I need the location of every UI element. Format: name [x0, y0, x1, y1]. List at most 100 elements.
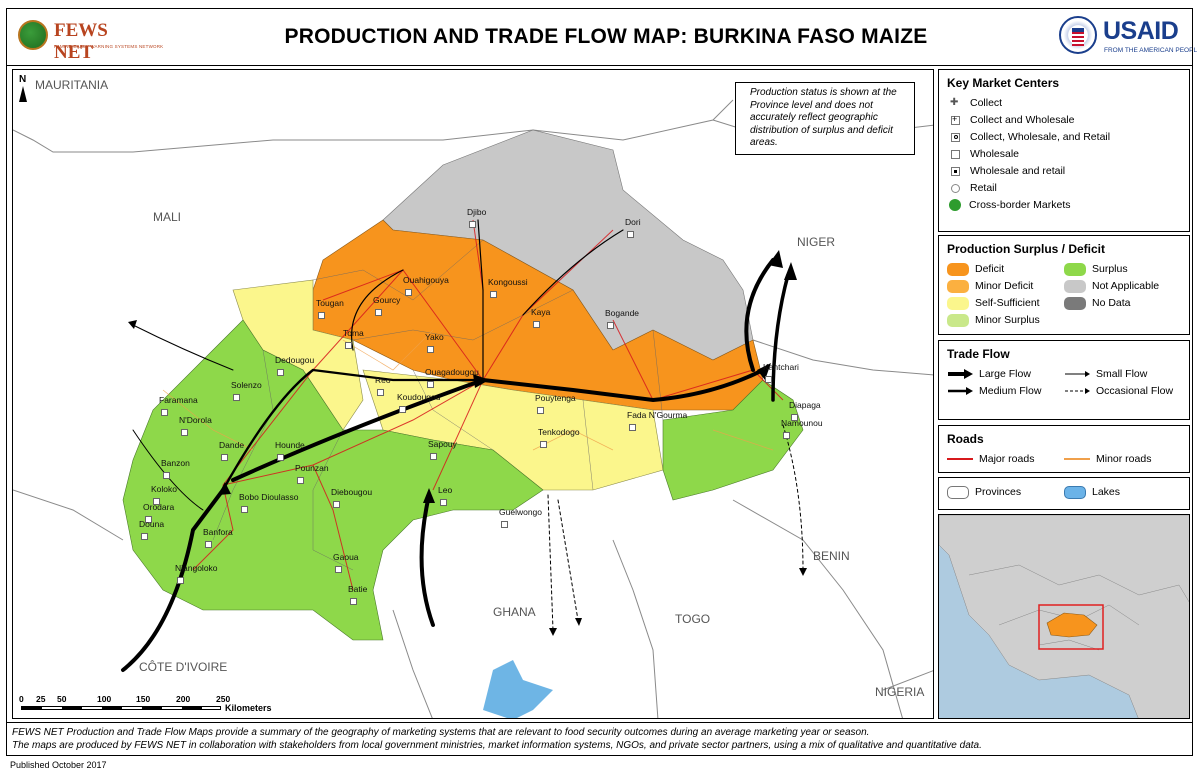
legend-collect-wholesale-retail: Collect, Wholesale, and Retail: [947, 129, 1181, 146]
market-label: Yako: [425, 332, 444, 342]
legend-provinces: Provinces: [947, 484, 1064, 501]
wholesale-icon: [951, 149, 960, 159]
country-label-benin: BENIN: [813, 549, 850, 563]
main-map: MAURITANIA MALI NIGER BENIN TOGO GHANA C…: [12, 69, 934, 719]
market-label: Diapaga: [789, 400, 821, 410]
market-label: Kongoussi: [488, 277, 528, 287]
market-label: Orodara: [143, 502, 175, 512]
market-label: Pounzan: [295, 463, 329, 473]
legend-wholesale-retail-label: Wholesale and retail: [970, 165, 1066, 177]
flow-occasional-ghana: [547, 494, 554, 631]
legend-retail-label: Retail: [970, 182, 997, 194]
north-arrow-icon: [19, 86, 27, 102]
legend-no-data: No Data: [1064, 295, 1181, 312]
country-borders: [13, 99, 933, 718]
flow-large-niger: [744, 258, 775, 372]
market-marker-14: [233, 394, 240, 401]
legend-minor-surplus-label: Minor Surplus: [975, 314, 1040, 326]
legend-market-centers: Key Market Centers Collect + Collect and …: [938, 69, 1190, 232]
legend-not-applicable-label: Not Applicable: [1092, 280, 1160, 292]
legend-collect-wholesale-label: Collect and Wholesale: [970, 114, 1075, 126]
legend-lakes: Lakes: [1064, 484, 1181, 501]
inset-locator-map: [938, 514, 1190, 719]
market-marker-19: [783, 432, 790, 439]
market-marker-10: [277, 369, 284, 376]
flow-small-ouahigouya: [351, 269, 404, 351]
scale-tick-25: 25: [36, 694, 46, 704]
market-marker-37: [335, 566, 342, 573]
market-label: Tougan: [316, 298, 344, 308]
medium-flow-icon: [948, 387, 973, 396]
market-label: Solenzo: [231, 380, 262, 390]
large-flow-icon: [948, 369, 973, 380]
legend-occasional-flow-label: Occasional Flow: [1096, 385, 1174, 397]
flow-medium-koudougou: [311, 368, 485, 382]
country-label-mali: MALI: [153, 210, 182, 224]
market-label: N'Dorola: [179, 415, 212, 425]
market-label: Banzon: [161, 458, 190, 468]
market-marker-33: [501, 521, 508, 528]
legend-boundaries: Provinces Lakes: [938, 477, 1190, 510]
legend-medium-flow-label: Medium Flow: [979, 385, 1042, 397]
market-marker-18: [791, 414, 798, 421]
market-label: Banfora: [203, 527, 233, 537]
market-marker-23: [277, 454, 284, 461]
inset-extent-box: [1038, 604, 1104, 650]
collect-wholesale-icon: +: [951, 114, 960, 125]
published-date: Published October 2017: [10, 760, 107, 770]
market-label: Faramana: [159, 395, 198, 405]
market-marker-3: [490, 291, 497, 298]
market-marker-0: [469, 221, 476, 228]
legend-major-roads: Major roads: [947, 451, 1064, 468]
legend-large-flow-label: Large Flow: [979, 368, 1031, 380]
market-label: Leo: [438, 485, 453, 495]
usaid-name: USAID: [1103, 17, 1179, 45]
legend-major-roads-label: Major roads: [979, 453, 1035, 465]
flow-small-djibo: [477, 219, 484, 291]
legend-large-flow: Large Flow: [947, 366, 1064, 383]
market-label: Douna: [139, 519, 165, 529]
legend-wholesale-label: Wholesale: [970, 148, 1020, 160]
market-label: Namounou: [781, 418, 823, 428]
market-label: Koudougou: [397, 392, 441, 402]
cross-border-icon: [949, 199, 961, 212]
market-marker-12: [399, 406, 406, 413]
market-label: Bobo Dioulasso: [239, 492, 299, 502]
legend-wholesale-retail: Wholesale and retail: [947, 163, 1181, 180]
legend-no-data-label: No Data: [1092, 297, 1131, 309]
market-marker-27: [540, 441, 547, 448]
legend-collect-wholesale: + Collect and Wholesale: [947, 112, 1181, 129]
market-label: Bogande: [605, 308, 640, 318]
market-label: Niangoloko: [175, 563, 218, 573]
not-applicable-swatch: [1064, 279, 1086, 293]
legend-surplus: Surplus: [1064, 261, 1181, 278]
market-marker-38: [350, 598, 357, 605]
map-title: PRODUCTION AND TRADE FLOW MAP: BURKINA F…: [284, 25, 928, 48]
legend-medium-flow: Medium Flow: [947, 383, 1064, 400]
market-marker-11: [377, 389, 384, 396]
market-label: Dedougou: [275, 355, 315, 365]
legend-production: Production Surplus / Deficit Deficit Min…: [938, 235, 1190, 335]
flow-small-mali: [132, 324, 234, 371]
fews-net-tagline: FAMINE EARLY WARNING SYSTEMS NETWORK: [54, 44, 164, 49]
legend-minor-roads-label: Minor roads: [1096, 453, 1152, 465]
legend-deficit-label: Deficit: [975, 263, 1005, 275]
market-label: Koloko: [151, 484, 177, 494]
lake-swatch: [1064, 485, 1086, 499]
market-marker-21: [181, 429, 188, 436]
legend-cross-border-label: Cross-border Markets: [969, 199, 1071, 211]
market-marker-17: [765, 376, 772, 383]
scale-tick-0: 0: [19, 694, 24, 704]
country-label-mauritania: MAURITANIA: [35, 78, 109, 92]
flow-large-bobo-ouaga: [231, 378, 485, 482]
market-label: Pouytenga: [535, 393, 576, 403]
legend-retail: Retail: [947, 180, 1181, 197]
deficit-swatch: [947, 262, 969, 276]
legend-collect-wholesale-retail-label: Collect, Wholesale, and Retail: [970, 131, 1111, 143]
market-marker-28: [153, 498, 160, 505]
usaid-logo: USAID FROM THE AMERICAN PEOPLE: [1059, 14, 1197, 60]
legend-minor-roads: Minor roads: [1064, 451, 1181, 468]
flow-arrowheads: [128, 250, 807, 636]
market-label: Fada N'Gourma: [627, 410, 688, 420]
major-road-swatch: [947, 458, 973, 461]
